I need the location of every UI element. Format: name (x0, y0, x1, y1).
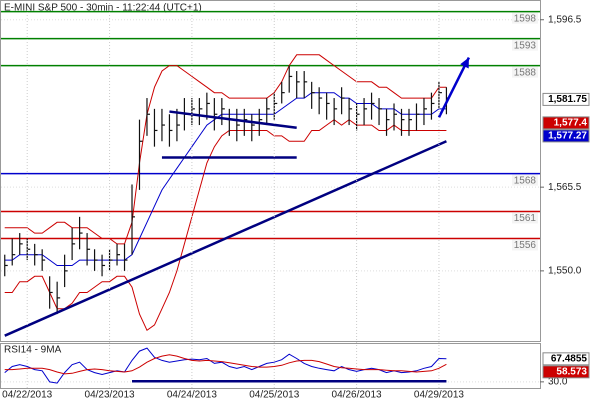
x-tick-label: 04/23/2013 (85, 390, 135, 400)
value-marker-label: 1,581.75 (548, 94, 587, 105)
rsi-line (4, 347, 447, 384)
rsi-frame (0, 343, 541, 389)
overlay-line (4, 92, 447, 266)
value-marker-label: 58.573 (556, 366, 587, 377)
chart-title: E-MINI S&P 500 - 30min - 11:22:44 (UTC+1… (4, 3, 202, 14)
level-label: 1593 (514, 40, 537, 51)
trend-line (169, 110, 297, 129)
level-label: 1568 (514, 175, 537, 186)
y-tick-label: 1,550.0 (548, 266, 582, 277)
level-label-bg (512, 239, 538, 251)
arrow-head (460, 57, 469, 69)
price-frame (0, 0, 541, 342)
y-tick-label: 1,565.5 (548, 182, 582, 193)
level-label: 1598 (514, 13, 537, 24)
arrow-line (437, 56, 471, 119)
y-tick-label: 1,596.5 (548, 14, 582, 25)
x-tick-label: 04/24/2013 (167, 390, 217, 400)
value-marker-label: 67.4855 (551, 353, 588, 364)
x-tick-label: 04/25/2013 (249, 390, 299, 400)
value-marker-label: 1,577.27 (548, 131, 587, 142)
rsi-line (4, 354, 447, 375)
value-marker (542, 116, 590, 130)
level-label-bg (512, 12, 538, 24)
overlay-line (4, 119, 447, 332)
level-label-bg (512, 174, 538, 186)
level-label-bg (512, 66, 538, 78)
value-marker (542, 352, 590, 366)
value-marker (542, 129, 590, 143)
level-label-bg (512, 39, 538, 51)
level-label: 1556 (514, 240, 537, 251)
rsi-title: RSI14 - 9MA (4, 345, 62, 356)
overlay-line (4, 54, 447, 245)
value-marker (542, 365, 590, 379)
trend-line (4, 140, 447, 337)
x-tick-label: 04/26/2013 (332, 390, 382, 400)
value-marker-label: 1,577.4 (554, 118, 588, 129)
y-tick-label: 30.0 (548, 376, 568, 387)
level-label: 1561 (514, 213, 537, 224)
level-label: 1588 (514, 67, 537, 78)
level-label-bg (512, 212, 538, 224)
x-tick-label: 04/22/2013 (2, 390, 52, 400)
value-marker (542, 92, 590, 106)
x-tick-label: 04/29/2013 (414, 390, 464, 400)
